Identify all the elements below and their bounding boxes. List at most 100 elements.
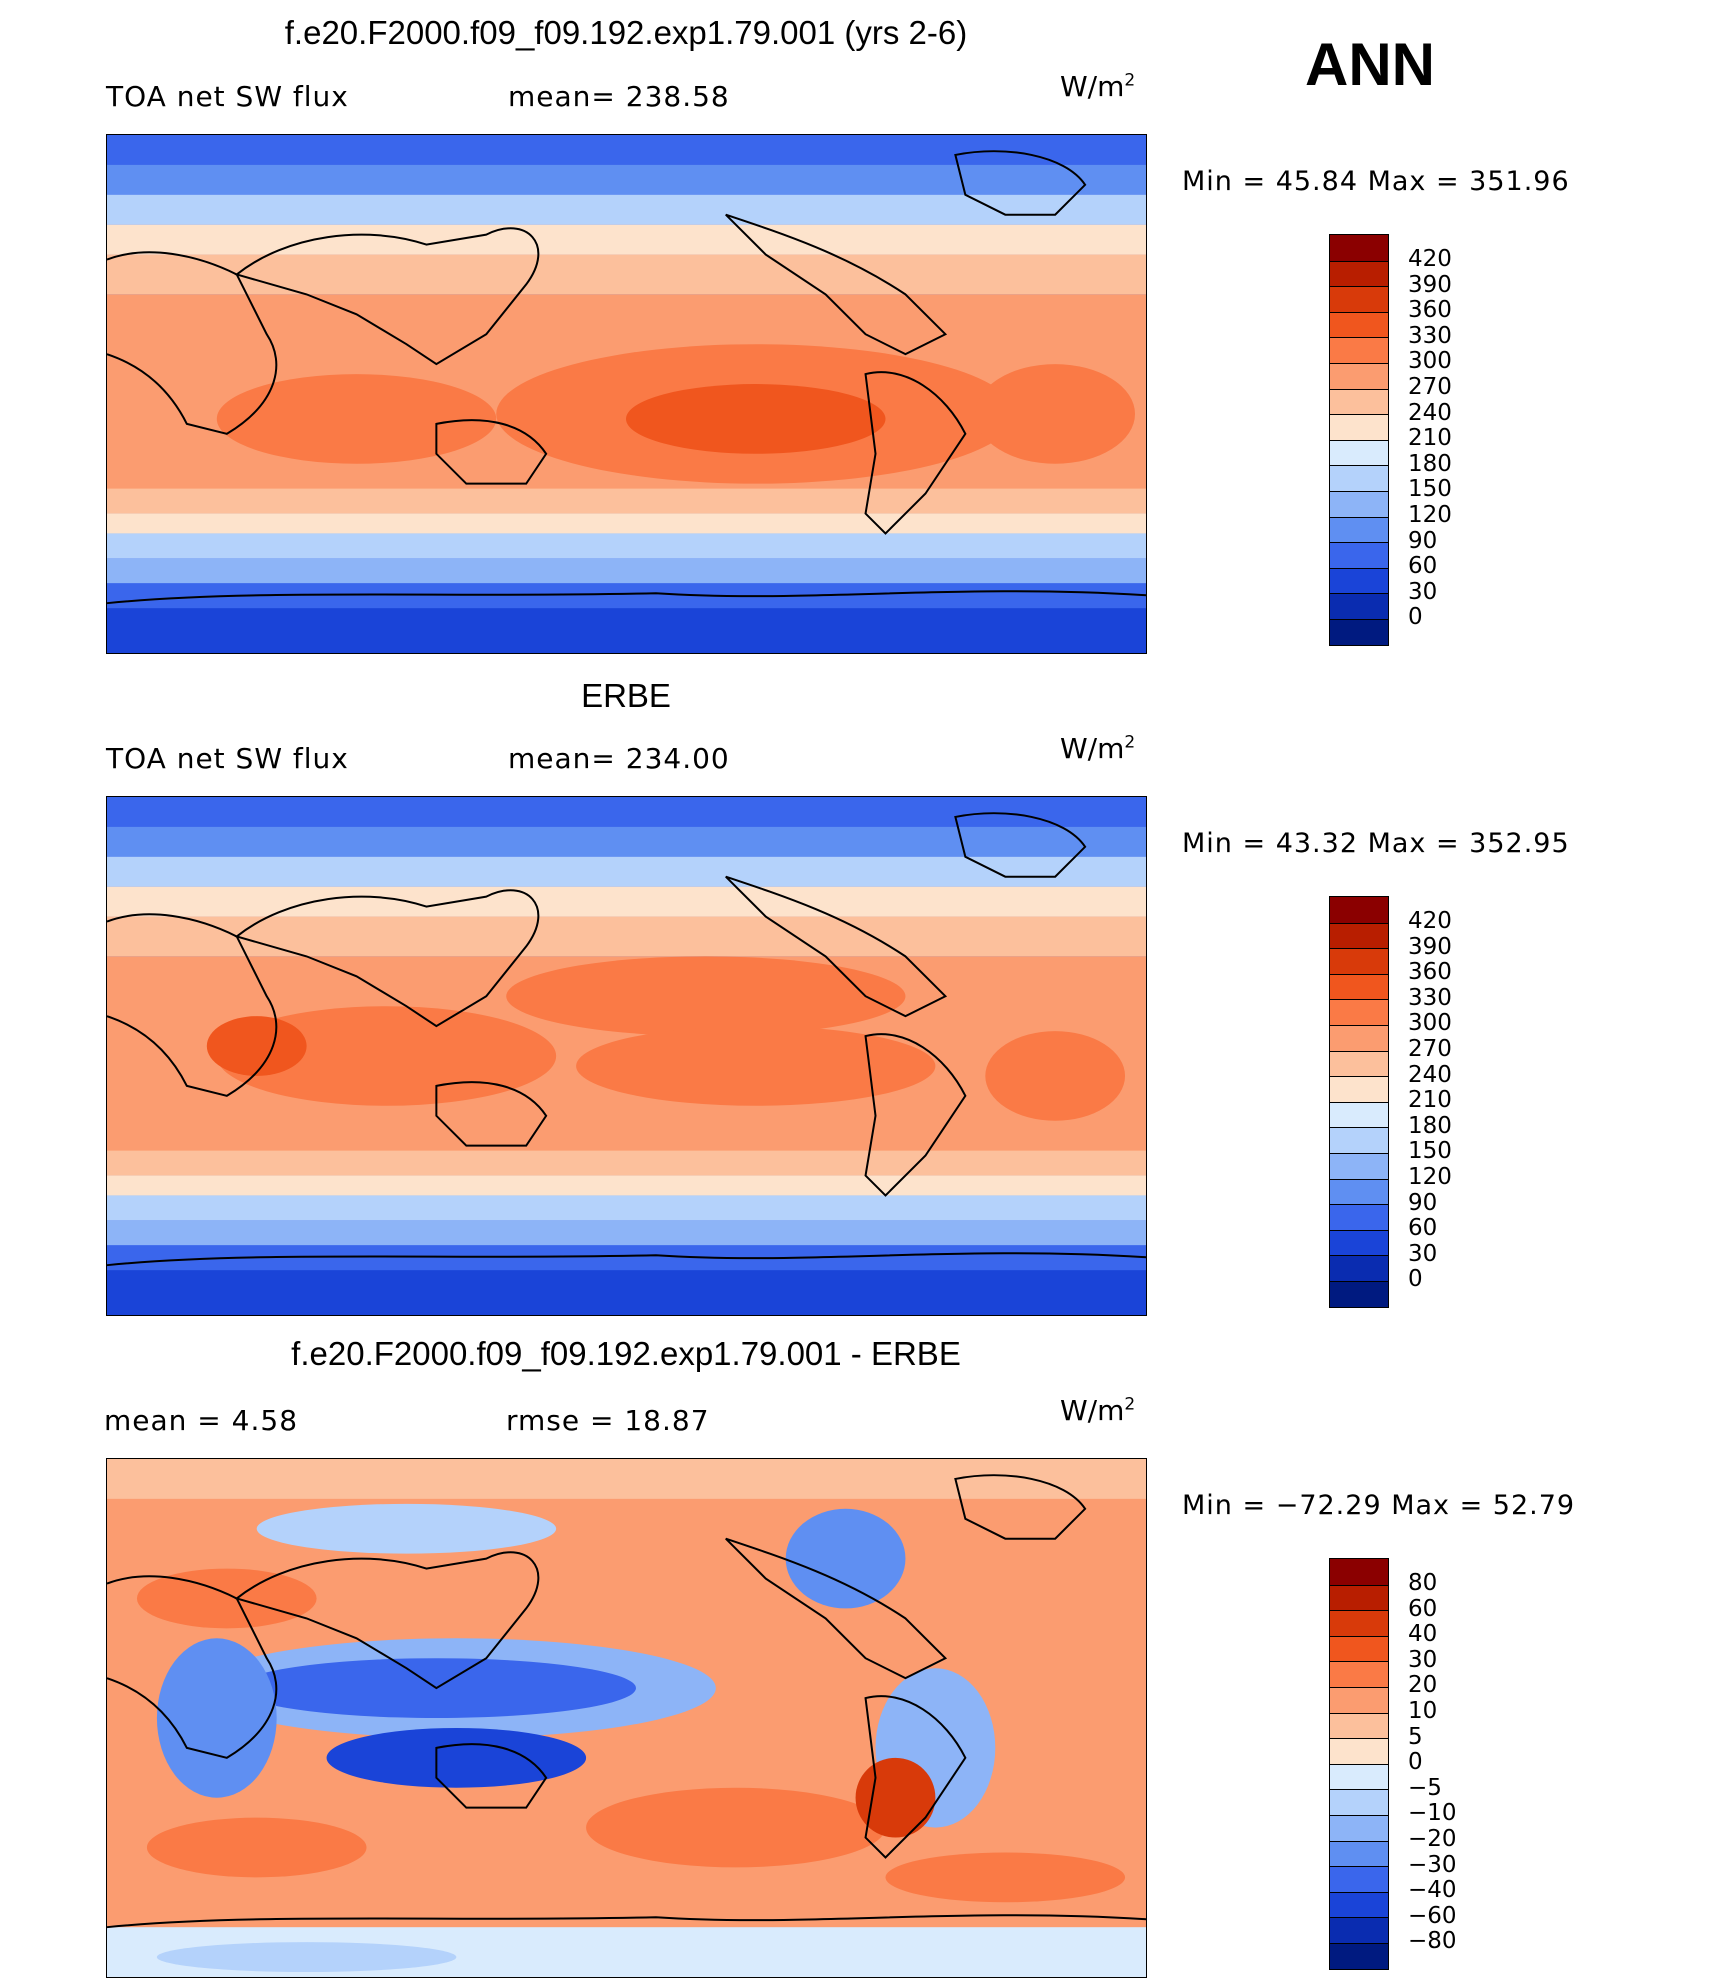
colorbar-swatch	[1330, 1840, 1388, 1867]
colorbar-swatch	[1330, 1738, 1388, 1764]
colorbar-level-label: 30	[1408, 1240, 1438, 1267]
colorbar-level-label: 30	[1408, 1646, 1438, 1673]
panel-1-map-svg	[107, 135, 1146, 653]
colorbar-swatch	[1330, 235, 1388, 261]
colorbar-swatch	[1330, 1610, 1388, 1636]
colorbar-level-label: −5	[1408, 1774, 1442, 1801]
panel-2-variable-label: TOA net SW flux	[106, 742, 349, 775]
colorbar-swatch	[1330, 362, 1388, 389]
colorbar-swatch	[1330, 973, 1388, 1000]
colorbar-level-label: 420	[1408, 246, 1452, 272]
colorbar-level-label: 330	[1408, 322, 1452, 349]
colorbar-level-label: −60	[1408, 1902, 1457, 1929]
colorbar-level-label: 300	[1408, 1010, 1452, 1037]
colorbar-level-label: 60	[1408, 1215, 1438, 1242]
colorbar-swatch	[1330, 337, 1388, 363]
colorbar-swatch	[1330, 490, 1388, 517]
panel-2-mean-label: mean= 234.00	[508, 742, 730, 775]
panel-1-mean-label: mean= 238.58	[508, 80, 730, 113]
colorbar-level-label: 90	[1408, 527, 1438, 554]
colorbar-swatch	[1330, 1024, 1388, 1051]
panel-2-colorbar-labels: 420 390 360 330 300 270 240 210 180 150 120 90 60 30 0	[1408, 908, 1452, 1293]
colorbar-level-label: −20	[1408, 1825, 1457, 1852]
colorbar-level-label: 240	[1408, 1061, 1452, 1088]
panel-1-units: W/m2	[1060, 70, 1136, 103]
colorbar-swatch	[1330, 414, 1388, 440]
colorbar-level-label: 390	[1408, 271, 1452, 298]
colorbar-level-label: 60	[1408, 553, 1438, 580]
colorbar-swatch	[1330, 1101, 1388, 1128]
colorbar-swatch	[1330, 1686, 1388, 1713]
colorbar-level-label: 60	[1408, 1595, 1438, 1622]
panel-3-map	[106, 1458, 1147, 1978]
colorbar-level-label: 120	[1408, 1163, 1452, 1190]
colorbar-swatch	[1330, 922, 1388, 949]
colorbar-swatch	[1330, 1891, 1388, 1918]
colorbar-swatch	[1330, 567, 1388, 594]
colorbar-swatch	[1330, 1942, 1388, 1969]
panel-1-colorbar	[1329, 234, 1389, 646]
panel-1-map	[106, 134, 1147, 654]
colorbar-level-label: 0	[1408, 1749, 1423, 1776]
colorbar-swatch	[1330, 1280, 1388, 1307]
colorbar-level-label: 0	[1408, 604, 1423, 631]
colorbar-level-label: 0	[1408, 1266, 1423, 1293]
colorbar-level-label: 390	[1408, 933, 1452, 960]
colorbar-swatch	[1330, 1763, 1388, 1790]
colorbar-swatch	[1330, 1584, 1388, 1611]
season-label: ANN	[1305, 31, 1435, 98]
panel-2-colorbar	[1329, 896, 1389, 1308]
colorbar-swatch	[1330, 311, 1388, 338]
colorbar-swatch	[1330, 897, 1388, 923]
colorbar-swatch	[1330, 1229, 1388, 1256]
colorbar-swatch	[1330, 1255, 1388, 1281]
panel-2-map	[106, 796, 1147, 1316]
panel-1-minmax: Min = 45.84 Max = 351.96	[1182, 166, 1570, 197]
colorbar-swatch	[1330, 593, 1388, 619]
colorbar-level-label: −80	[1408, 1928, 1457, 1955]
colorbar-level-label: 150	[1408, 476, 1452, 503]
colorbar-swatch	[1330, 1866, 1388, 1892]
colorbar-level-label: 240	[1408, 399, 1452, 426]
colorbar-level-label: 20	[1408, 1672, 1438, 1699]
colorbar-level-label: 210	[1408, 1087, 1452, 1114]
colorbar-swatch	[1330, 1789, 1388, 1815]
panel-3-minmax: Min = −72.29 Max = 52.79	[1182, 1490, 1576, 1521]
colorbar-swatch	[1330, 1076, 1388, 1102]
colorbar-level-label: 30	[1408, 578, 1438, 605]
panel-2-units: W/m2	[1060, 732, 1136, 765]
colorbar-swatch	[1330, 1814, 1388, 1841]
colorbar-level-label: 360	[1408, 297, 1452, 324]
colorbar-swatch	[1330, 1204, 1388, 1230]
colorbar-level-label: 300	[1408, 348, 1452, 375]
colorbar-swatch	[1330, 1178, 1388, 1205]
colorbar-swatch	[1330, 439, 1388, 466]
panel-3-mean-label: mean = 4.58	[104, 1404, 299, 1437]
colorbar-level-label: 360	[1408, 959, 1452, 986]
panel-2-title: ERBE	[581, 677, 671, 714]
panel-3-rmse-label: rmse = 18.87	[506, 1404, 710, 1437]
colorbar-swatch	[1330, 388, 1388, 415]
colorbar-level-label: 180	[1408, 1112, 1452, 1139]
colorbar-level-label: −30	[1408, 1851, 1457, 1878]
panel-3-colorbar-labels: 80 60 40 30 20 10 5 0 −5 −10 −20 −30 −40 −60 −80	[1408, 1570, 1457, 1955]
colorbar-level-label: 330	[1408, 984, 1452, 1011]
panel-1-colorbar-labels: 420 390 360 330 300 270 240 210 180 150 120 90 60 30 0	[1408, 246, 1452, 631]
colorbar-swatch	[1330, 542, 1388, 568]
colorbar-swatch	[1330, 1635, 1388, 1662]
colorbar-level-label: 270	[1408, 1035, 1452, 1062]
panel-3-colorbar	[1329, 1558, 1389, 1970]
colorbar-level-label: 180	[1408, 450, 1452, 477]
colorbar-level-label: 80	[1408, 1570, 1438, 1596]
colorbar-level-label: 210	[1408, 425, 1452, 452]
panel-3-title: f.e20.F2000.f09_f09.192.exp1.79.001 - ER…	[291, 1335, 961, 1372]
colorbar-level-label: −10	[1408, 1800, 1457, 1827]
colorbar-swatch	[1330, 618, 1388, 645]
colorbar-swatch	[1330, 465, 1388, 491]
colorbar-swatch	[1330, 1917, 1388, 1943]
colorbar-level-label: 120	[1408, 501, 1452, 528]
colorbar-swatch	[1330, 948, 1388, 974]
colorbar-swatch	[1330, 260, 1388, 287]
panel-1-variable-label: TOA net SW flux	[106, 80, 349, 113]
colorbar-level-label: 40	[1408, 1621, 1438, 1648]
